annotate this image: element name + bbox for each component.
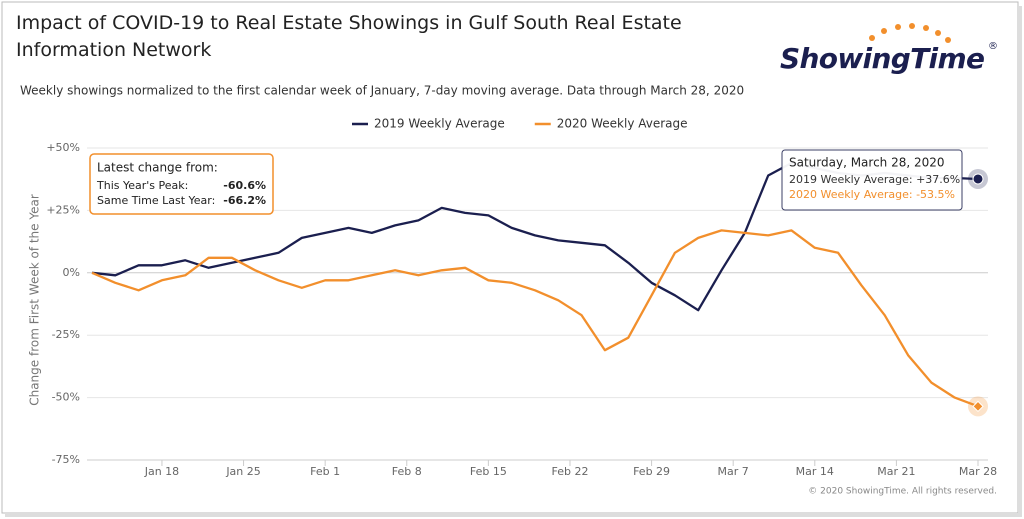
x-tick-label: Feb 8 bbox=[392, 465, 422, 478]
x-tick-label: Feb 15 bbox=[470, 465, 507, 478]
logo-dots bbox=[869, 23, 951, 43]
tooltip-line: 2020 Weekly Average: -53.5% bbox=[789, 188, 955, 201]
y-tick-label: +50% bbox=[46, 141, 80, 154]
y-axis-label: Change from First Week of the Year bbox=[28, 194, 42, 406]
tooltip-frame bbox=[781, 149, 963, 211]
x-tick-label: Feb 22 bbox=[551, 465, 588, 478]
logo: ShowingTime ® bbox=[780, 23, 998, 75]
info-box-label: This Year's Peak: bbox=[96, 179, 188, 192]
frame-shadow bbox=[5, 513, 1020, 517]
y-tick-label: -25% bbox=[52, 328, 80, 341]
x-tick-label: Jan 25 bbox=[225, 465, 260, 478]
info-box: Latest change from: This Year's Peak: -60.… bbox=[89, 153, 274, 215]
x-tick-label: Mar 7 bbox=[718, 465, 749, 478]
logo-text: ShowingTime bbox=[780, 42, 985, 75]
y-tick-label: -50% bbox=[52, 391, 80, 404]
y-tick-label: +25% bbox=[46, 203, 80, 216]
chart-subtitle: Weekly showings normalized to the first … bbox=[20, 84, 744, 98]
series-line bbox=[91, 229, 979, 408]
info-box-frame bbox=[89, 153, 274, 215]
x-tick-label: Mar 14 bbox=[796, 465, 834, 478]
x-tick-label: Feb 1 bbox=[310, 465, 340, 478]
logo-mark: ® bbox=[988, 41, 998, 52]
legend-label: 2019 Weekly Average bbox=[374, 117, 505, 131]
x-tick-label: Mar 28 bbox=[959, 465, 997, 478]
tooltip: Saturday, March 28, 2020 2019 Weekly Aver… bbox=[781, 149, 963, 211]
frame-shadow bbox=[1018, 6, 1022, 517]
chart-title: Impact of COVID-19 to Real Estate Showin… bbox=[16, 12, 682, 61]
point-marker bbox=[972, 173, 984, 185]
y-tick-label: -75% bbox=[52, 453, 80, 466]
tooltip-line: 2019 Weekly Average: +37.6% bbox=[789, 173, 960, 186]
legend: 2019 Weekly Average 2020 Weekly Average bbox=[352, 117, 688, 131]
info-box-title: Latest change from: bbox=[97, 161, 218, 175]
point-marker bbox=[972, 400, 984, 413]
x-tick-label: Feb 29 bbox=[633, 465, 670, 478]
title-box: Impact of COVID-19 to Real Estate Showin… bbox=[16, 12, 682, 61]
info-box-value: -66.2% bbox=[223, 194, 266, 207]
x-tick-label: Mar 21 bbox=[877, 465, 915, 478]
tooltip-title: Saturday, March 28, 2020 bbox=[789, 156, 945, 170]
y-tick-label: 0% bbox=[63, 266, 80, 279]
x-tick-label: Jan 18 bbox=[144, 465, 179, 478]
info-box-label: Same Time Last Year: bbox=[97, 194, 215, 207]
copyright: © 2020 ShowingTime. All rights reserved. bbox=[808, 487, 997, 497]
legend-label: 2020 Weekly Average bbox=[557, 117, 688, 131]
info-box-value: -60.6% bbox=[223, 179, 266, 192]
